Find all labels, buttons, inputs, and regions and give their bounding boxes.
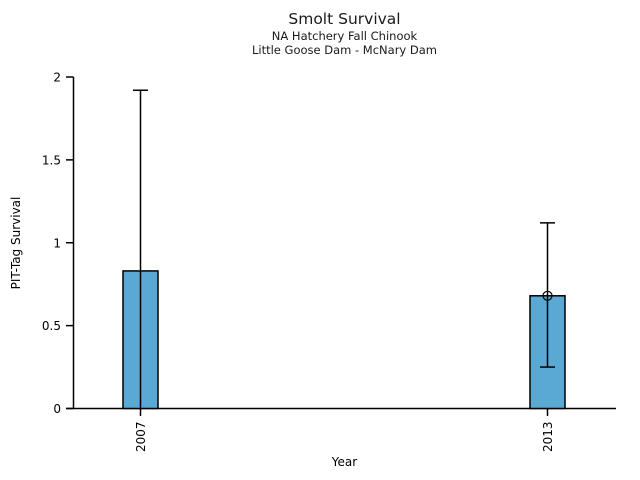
y-tick-label: 1	[53, 236, 61, 250]
point-marker-2013	[542, 290, 553, 301]
y-tick-label: 1.5	[42, 153, 61, 167]
title-block: Smolt Survival NA Hatchery Fall Chinook …	[73, 10, 616, 57]
y-tick-label: 0.5	[42, 319, 61, 333]
y-tick-label: 2	[53, 71, 61, 85]
chart-title: Smolt Survival	[288, 10, 401, 28]
y-tick-label: 0	[53, 402, 61, 416]
chart-subtitle-line2: Little Goose Dam - McNary Dam	[251, 43, 437, 57]
x-tick-label: 2013	[541, 422, 555, 453]
chart-subtitle-line1: NA Hatchery Fall Chinook	[271, 29, 418, 43]
x-axis-label: Year	[331, 455, 358, 469]
x-tick-label: 2007	[134, 422, 148, 453]
